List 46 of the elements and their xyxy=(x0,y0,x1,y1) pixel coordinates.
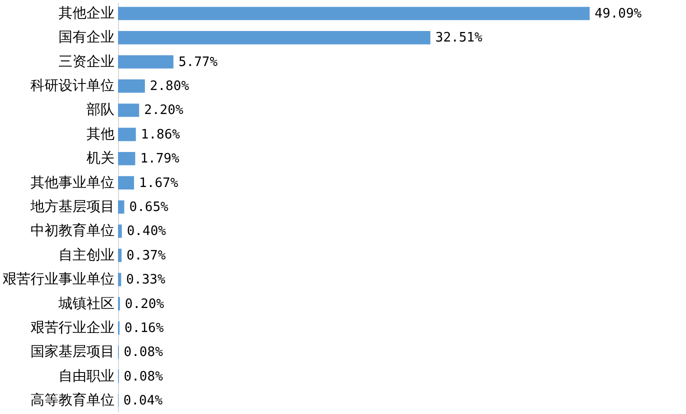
bar xyxy=(118,55,174,69)
y-tick-label: 其他 xyxy=(86,126,114,142)
bar xyxy=(118,104,140,117)
y-tick-label: 高等教育单位 xyxy=(30,392,114,409)
data-label: 49.09% xyxy=(594,6,642,22)
y-tick-label: 中初教育单位 xyxy=(30,222,114,240)
y-tick-label: 艰苦行业事业单位 xyxy=(2,272,114,288)
data-label: 2.80% xyxy=(150,79,190,94)
bar xyxy=(118,176,134,190)
y-tick-label: 自主创业 xyxy=(58,247,114,264)
data-label: 0.37% xyxy=(126,248,166,264)
bar xyxy=(118,224,122,238)
y-tick-label: 自由职业 xyxy=(58,368,114,384)
y-tick-label: 科研设计单位 xyxy=(30,78,114,94)
y-tick-label: 其他事业单位 xyxy=(30,174,114,191)
data-label: 1.67% xyxy=(139,176,178,191)
data-label: 0.08% xyxy=(124,369,164,384)
bar xyxy=(118,31,430,44)
y-tick-label: 三资企业 xyxy=(58,54,114,70)
bar xyxy=(118,272,122,286)
data-label: 1.79% xyxy=(140,152,180,167)
y-tick-label: 城镇社区 xyxy=(58,296,114,312)
data-label: 0.33% xyxy=(126,272,166,288)
bar xyxy=(118,128,136,142)
y-tick-label: 部队 xyxy=(86,102,114,118)
y-tick-label: 地方基层项目 xyxy=(30,199,114,215)
data-label: 0.04% xyxy=(123,394,163,409)
data-label: 1.86% xyxy=(140,127,180,142)
data-label: 5.77% xyxy=(178,54,218,70)
data-label: 32.51% xyxy=(435,30,482,46)
bar xyxy=(118,248,122,262)
data-label: 0.16% xyxy=(124,320,164,336)
data-label: 0.20% xyxy=(124,296,164,312)
data-label: 0.08% xyxy=(124,345,164,360)
data-label: 2.20% xyxy=(144,103,184,118)
bar xyxy=(118,152,136,166)
bar xyxy=(118,6,590,20)
y-tick-label: 国有企业 xyxy=(58,30,114,46)
y-tick-label: 其他企业 xyxy=(58,5,114,22)
data-label: 0.40% xyxy=(126,224,166,240)
data-label: 0.65% xyxy=(129,200,169,215)
y-tick-label: 国家基层项目 xyxy=(30,344,114,360)
y-tick-label: 机关 xyxy=(86,150,114,167)
bar xyxy=(118,200,124,214)
y-tick-label: 艰苦行业企业 xyxy=(30,320,114,336)
bar xyxy=(118,79,145,93)
